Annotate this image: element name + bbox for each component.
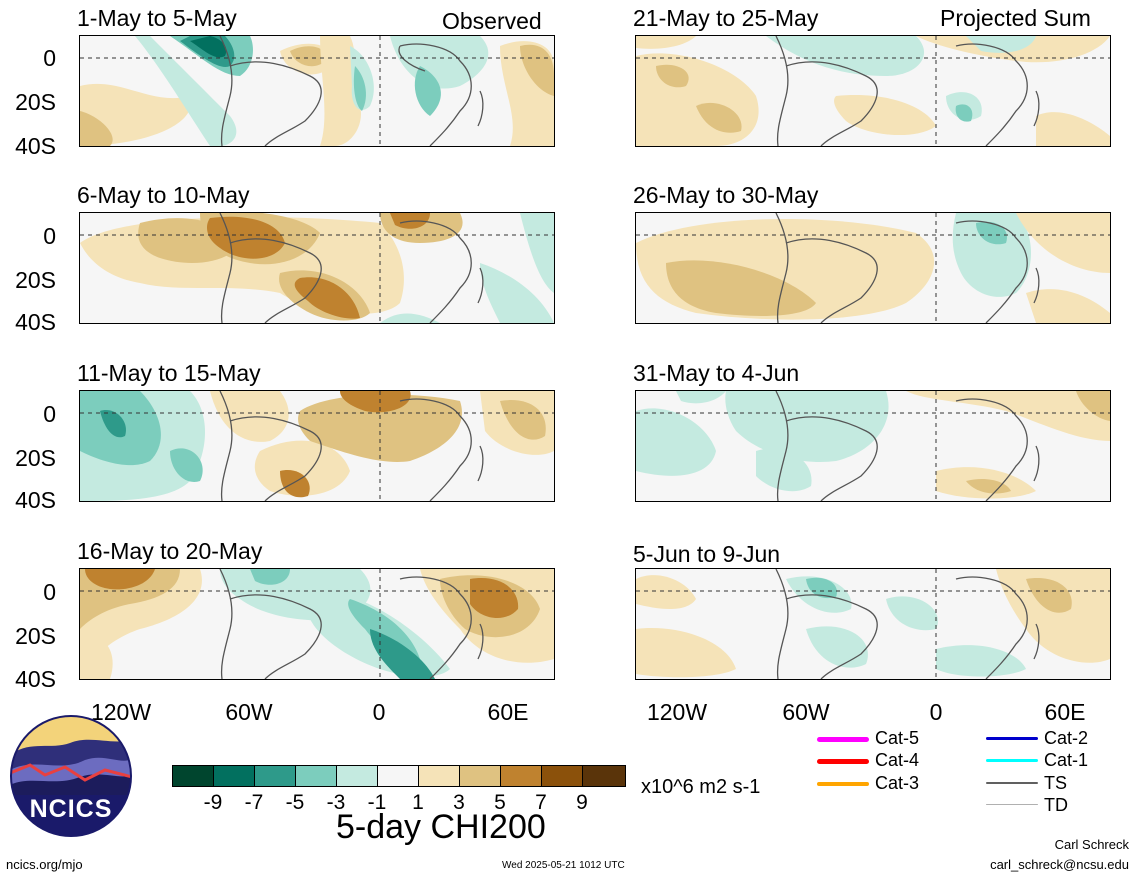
colorbar-swatch [541,765,583,787]
legend-swatch [986,804,1038,805]
site-link[interactable]: ncics.org/mjo [6,857,83,872]
panel-title: 1-May to 5-May [77,5,237,31]
panel-title: 11-May to 15-May [77,360,261,386]
colorbar-swatch [418,765,460,787]
author-name: Carl Schreck [1054,837,1129,852]
colorbar-swatch [254,765,296,787]
colorbar-label: -7 [244,791,264,814]
lat-label: 0 [43,45,56,71]
lon-label: 120W [646,699,708,725]
colorbar-label: -5 [285,791,305,814]
lon-label: 120W [90,699,152,725]
lat-label: 40S [15,133,56,159]
map-panel-projected-4 [635,568,1111,680]
lon-label: 60E [1044,699,1086,725]
projected-header: Projected Sum [940,5,1091,31]
legend-swatch [817,759,869,764]
lat-label: 20S [15,445,56,471]
map-panel-projected-3 [635,390,1111,502]
panel-title: 16-May to 20-May [77,538,263,564]
lat-label: 0 [43,579,56,605]
colorbar-label: 1 [412,791,424,814]
legend-label: Cat-1 [1044,750,1089,770]
colorbar-swatch [582,765,626,787]
logo-text: NCICS [29,795,113,823]
legend-label: Cat-3 [875,773,920,793]
panel-title: 26-May to 30-May [633,182,819,208]
colorbar-label: 9 [576,791,588,814]
legend-label: Cat-4 [875,750,920,770]
legend-swatch [817,782,869,786]
colorbar-swatch [377,765,419,787]
panel-title: 21-May to 25-May [633,5,819,31]
colorbar-label: -1 [367,791,387,814]
colorbar-label: 7 [535,791,547,814]
lat-label: 40S [15,309,56,335]
lon-label: 60W [782,699,830,725]
chart-title: 5-day CHI200 [336,808,546,846]
author-email[interactable]: carl_schreck@ncsu.edu [990,857,1129,872]
map-panel-observed-1 [79,35,555,147]
lat-label: 40S [15,487,56,513]
colorbar-label: 5 [494,791,506,814]
lon-label: 60W [225,699,273,725]
lat-label: 20S [15,267,56,293]
colorbar-label: 3 [453,791,465,814]
legend-label: Cat-2 [1044,728,1089,748]
lat-label: 40S [15,666,56,692]
colorbar-swatch [500,765,542,787]
ncics-logo: NCICS [10,715,132,837]
colorbar-label: -9 [203,791,223,814]
colorbar-swatch [459,765,501,787]
legend-swatch [817,737,869,742]
legend-swatch [986,782,1038,784]
legend-label: TD [1044,795,1068,815]
legend-label: Cat-5 [875,728,920,748]
map-panel-observed-3 [79,390,555,502]
lat-label: 0 [43,401,56,427]
colorbar-label: -3 [326,791,346,814]
map-panel-observed-4 [79,568,555,680]
lon-label: 0 [372,699,386,725]
lon-label: 60E [487,699,529,725]
panel-title: 31-May to 4-Jun [633,360,800,386]
map-panel-observed-2 [79,212,555,324]
lat-label: 20S [15,89,56,115]
panel-title: 5-Jun to 9-Jun [633,541,781,567]
lon-label: 0 [929,699,943,725]
panel-title: 6-May to 10-May [77,182,250,208]
colorbar-units: x10^6 m2 s-1 [641,776,761,798]
colorbar-swatch [295,765,337,787]
legend-swatch [986,759,1038,762]
colorbar-swatch [172,765,214,787]
map-panel-projected-2 [635,212,1111,324]
legend-swatch [986,737,1038,740]
colorbar-swatch [336,765,378,787]
timestamp: Wed 2025-05-21 1012 UTC [502,860,625,871]
lat-label: 20S [15,623,56,649]
lat-label: 0 [43,223,56,249]
observed-header: Observed [442,8,542,34]
colorbar-swatch [213,765,255,787]
map-panel-projected-1 [635,35,1111,147]
legend-label: TS [1044,773,1068,793]
colorbar: -9 -7 -5 -3 -1 1 3 5 7 9 [172,765,626,825]
